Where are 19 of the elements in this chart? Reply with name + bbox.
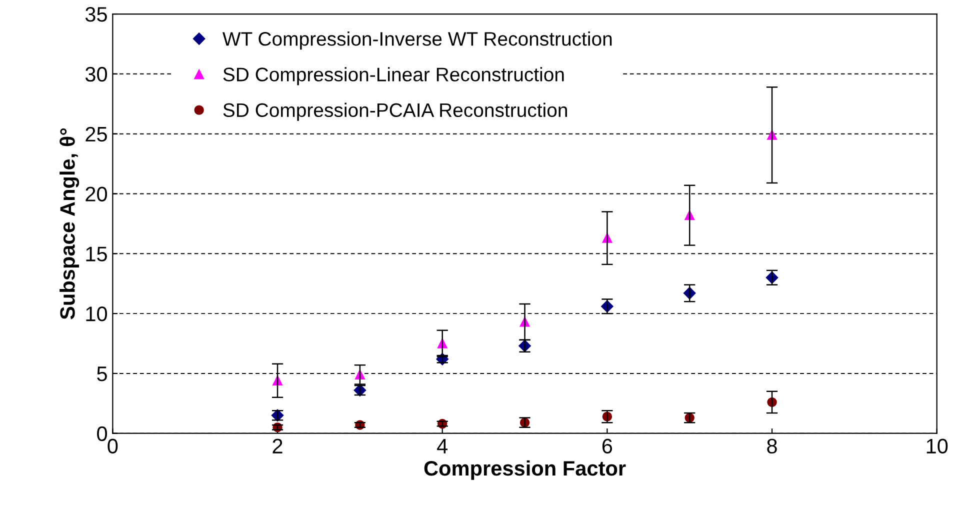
y-tick-label: 35 [85,7,107,22]
x-tick-label: 6 [602,438,612,454]
y-tick-label: 25 [86,126,107,142]
x-tick-label: 10 [926,438,948,454]
y-tick-label: 30 [85,66,108,82]
y-tick-label: 20 [86,186,108,202]
x-axis-title: Compression Factor [424,460,626,480]
legend-label: WT Compression-Inverse WT Reconstruction [222,32,612,50]
x-tick-label: 2 [272,438,282,454]
y-axis-title: Subspace Angle, θ° [60,128,80,320]
x-tick-label: 0 [108,438,118,454]
y-tick-label: 5 [97,366,107,382]
y-tick-label: 15 [86,246,107,262]
legend-label: SD Compression-PCAIA Reconstruction [223,102,567,121]
x-tick-label: 8 [767,438,777,454]
x-tick-label: 4 [437,438,448,454]
y-tick-label: 0 [97,426,108,442]
legend-label: SD Compression-Linear Reconstruction [223,67,564,86]
y-tick-label: 10 [86,306,108,322]
